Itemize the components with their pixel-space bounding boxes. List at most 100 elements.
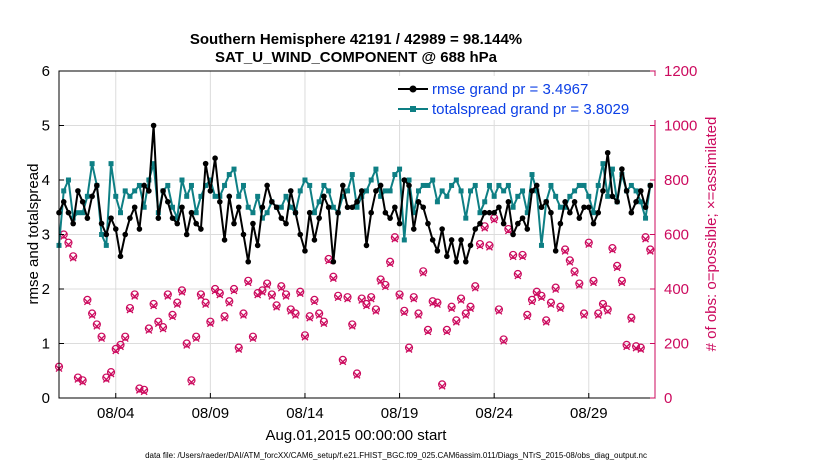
rmse-point [141,182,147,189]
data-file-footer: data file: /Users/raeder/DAI/ATM_forcXX/… [145,451,647,460]
totalspread-point [108,161,114,167]
obs-assimilated-point [381,283,389,291]
obs-possible-point [173,298,182,307]
obs-assimilated-point [348,322,356,330]
rmse-point [600,188,606,194]
obs-assimilated-point [623,343,631,351]
obs-assimilated-point [320,320,328,328]
rmse-point [321,193,327,200]
rmse-point [387,215,393,221]
totalspread-point [463,215,469,221]
y2-tick-label: 400 [664,281,689,298]
obs-possible-point [215,288,224,298]
totalspread-point [382,188,388,194]
rmse-point [628,209,635,216]
rmse-point [349,204,356,211]
rmse-point [533,182,540,189]
legend: rmse grand pr = 3.4967 totalspread grand… [395,76,657,120]
rmse-point [193,220,199,227]
y2-axis-label: # of obs: o=possible; ×=assimilated [703,117,720,352]
obs-assimilated-point [310,298,318,306]
rmse-point [496,204,502,211]
obs-assimilated-point [462,311,470,319]
obs-possible-point [542,316,551,325]
obs-possible-point [414,309,423,318]
rmse-point [278,215,285,221]
obs-assimilated-point [292,311,299,319]
rmse-point [259,204,266,211]
totalspread-point [368,177,374,183]
rmse-point [576,215,583,221]
totalspread-point [524,210,530,216]
rmse-point [217,199,223,205]
obs-possible-point [206,317,215,326]
totalspread-point [609,166,615,172]
totalspread-point [330,204,336,210]
obs-assimilated-point [386,260,394,268]
chart-title: Southern Hemisphere 42191 / 42989 = 98.1… [190,31,522,48]
obs-possible-point [352,369,362,378]
totalspread-point [122,188,128,194]
totalspread-point [425,182,431,188]
obs-assimilated-point [282,292,290,300]
rmse-point [538,204,545,211]
obs-assimilated-point [400,309,408,317]
totalspread-point [638,199,644,205]
obs-assimilated-point [169,313,176,321]
obs-possible-point [319,317,328,326]
totalspread-point [259,215,265,221]
obs-assimilated-point [145,326,153,334]
rmse-point [543,199,550,205]
totalspread-point [89,161,95,167]
obs-assimilated-point [618,279,626,287]
totalspread-point [99,232,105,237]
totalspread-point [373,166,379,172]
obs-possible-point [272,301,281,310]
obs-possible-point [480,222,489,231]
legend-rmse-marker [409,85,417,93]
chart-subtitle: SAT_U_WIND_COMPONENT @ 688 hPa [215,49,498,66]
totalspread-point [136,182,142,188]
rmse-point [340,182,346,189]
obs-possible-point [73,373,83,382]
obs-possible-point [499,335,508,344]
totalspread-point [198,193,204,199]
rmse-point [505,199,512,205]
totalspread-point [283,193,289,199]
totalspread-point [302,177,308,183]
totalspread-point [557,204,563,210]
obs-possible-point [182,339,191,348]
rmse-point [264,182,270,189]
legend-spread-marker [410,106,416,112]
rmse-point [269,199,275,205]
y-tick-label: 6 [42,63,50,80]
totalspread-point [392,172,398,178]
obs-possible-point [229,284,239,294]
rmse-point [462,258,469,265]
obs-assimilated-point [571,269,579,277]
rmse-point [226,193,233,200]
obs-possible-point [598,299,608,309]
rmse-point [467,242,474,249]
obs-possible-point [177,286,187,295]
rmse-point [609,193,616,200]
y2-tick-label: 0 [664,390,672,407]
totalspread-point [207,177,213,183]
y2-tick-label: 1200 [664,63,697,80]
obs-assimilated-point [613,264,621,272]
y-tick-label: 5 [42,118,50,135]
totalspread-point [562,204,568,210]
rmse-point [623,188,630,194]
totalspread-point [628,182,634,188]
rmse-point [207,188,214,194]
rmse-point [491,209,497,216]
obs-assimilated-point [642,235,649,243]
obs-possible-point [244,276,253,285]
obs-possible-point [92,320,101,329]
obs-assimilated-point [131,292,139,300]
rmse-point [453,258,460,265]
obs-assimilated-point [372,307,380,315]
rmse-point [183,231,190,238]
obs-possible-point [471,282,480,291]
x-axis-label: Aug.01,2015 00:00:00 start [266,427,448,444]
